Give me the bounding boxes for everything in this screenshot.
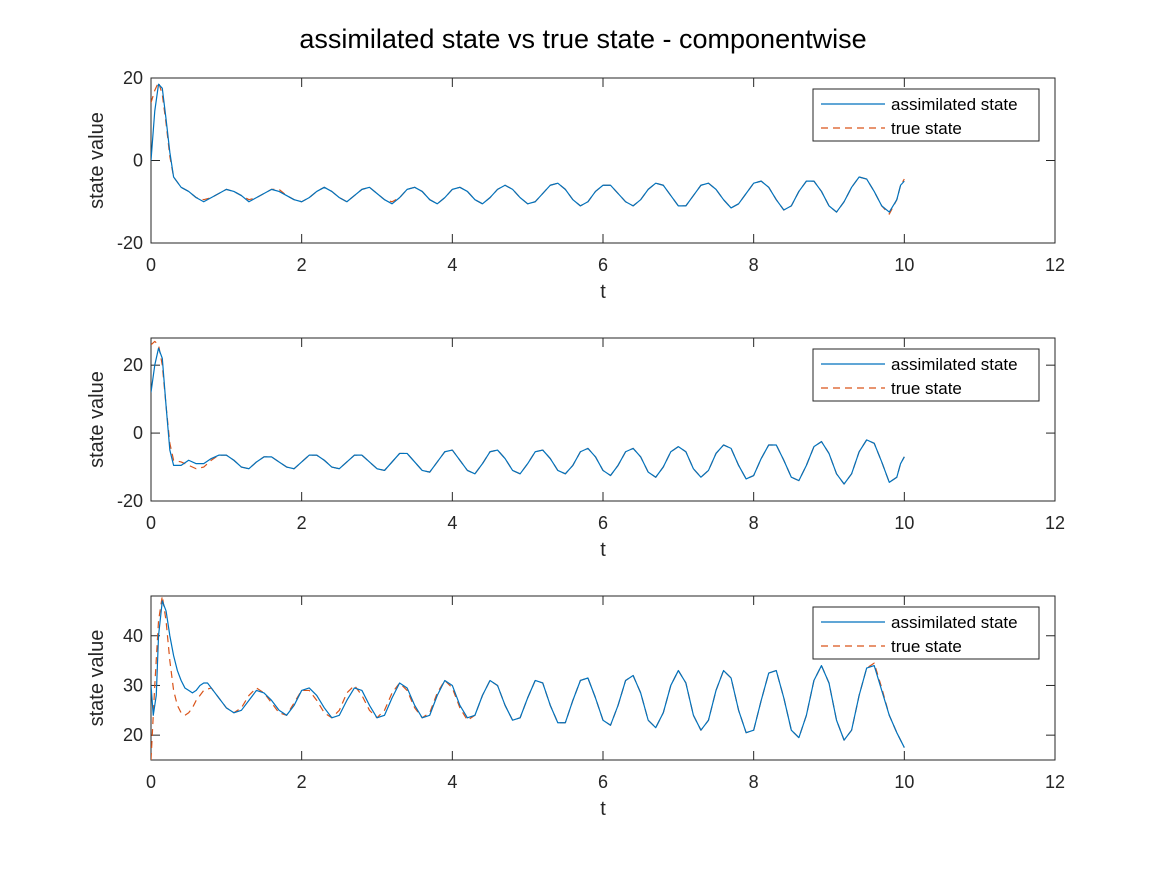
legend: assimilated state true state [812, 606, 1040, 660]
y-axis-label: state value [86, 371, 108, 468]
x-tick-label: 8 [749, 255, 759, 275]
series-group [151, 81, 905, 215]
x-axis-label: t [600, 539, 606, 561]
x-tick-label: 4 [447, 513, 457, 533]
x-tick-label: 4 [447, 255, 457, 275]
x-tick-label: 10 [894, 513, 914, 533]
y-tick-label: 20 [123, 725, 143, 745]
legend-box [812, 606, 1040, 660]
legend: assimilated state true state [812, 88, 1040, 142]
x-tick-label: 6 [598, 772, 608, 792]
legend-entry-label: true state [891, 379, 962, 398]
x-tick-label: 10 [894, 772, 914, 792]
x-tick-label: 6 [598, 513, 608, 533]
assimilated-state-line [151, 347, 905, 485]
assimilated-state-line [151, 83, 905, 213]
legend-entry-label: true state [891, 119, 962, 138]
y-tick-label: 20 [123, 68, 143, 88]
legend-box [812, 88, 1040, 142]
y-axis-label: state value [86, 630, 108, 727]
y-tick-label: 40 [123, 626, 143, 646]
x-tick-label: 0 [146, 255, 156, 275]
x-tick-label: 2 [297, 513, 307, 533]
y-tick-label: -20 [117, 233, 143, 253]
y-tick-label: 20 [123, 355, 143, 375]
x-tick-label: 10 [894, 255, 914, 275]
y-axis-label: state value [86, 112, 108, 209]
x-tick-label: 12 [1045, 772, 1065, 792]
x-tick-label: 2 [297, 255, 307, 275]
x-tick-label: 12 [1045, 255, 1065, 275]
x-axis-label: t [600, 798, 606, 820]
legend-entry-label: true state [891, 637, 962, 656]
subplot-3: 0 2 4 6 8 10 12 20 30 40 t state value assimilated s… [86, 595, 1065, 820]
assimilated-state-line [151, 600, 905, 748]
y-tick-label: 0 [133, 423, 143, 443]
legend-entry-label: assimilated state [891, 355, 1018, 374]
x-tick-label: 8 [749, 772, 759, 792]
x-tick-label: 8 [749, 513, 759, 533]
x-tick-label: 6 [598, 255, 608, 275]
legend-box [812, 348, 1040, 402]
x-tick-label: 0 [146, 772, 156, 792]
x-tick-label: 12 [1045, 513, 1065, 533]
x-tick-label: 0 [146, 513, 156, 533]
y-tick-label: 0 [133, 151, 143, 171]
y-tick-label: -20 [117, 491, 143, 511]
series-group [151, 596, 905, 760]
x-tick-label: 4 [447, 772, 457, 792]
y-tick-label: 30 [123, 675, 143, 695]
legend-entry-label: assimilated state [891, 95, 1018, 114]
series-group [151, 340, 905, 485]
legend: assimilated state true state [812, 348, 1040, 402]
x-axis-label: t [600, 281, 606, 303]
legend-entry-label: assimilated state [891, 613, 1018, 632]
x-tick-label: 2 [297, 772, 307, 792]
figure-title: assimilated state vs true state - compon… [299, 24, 866, 54]
